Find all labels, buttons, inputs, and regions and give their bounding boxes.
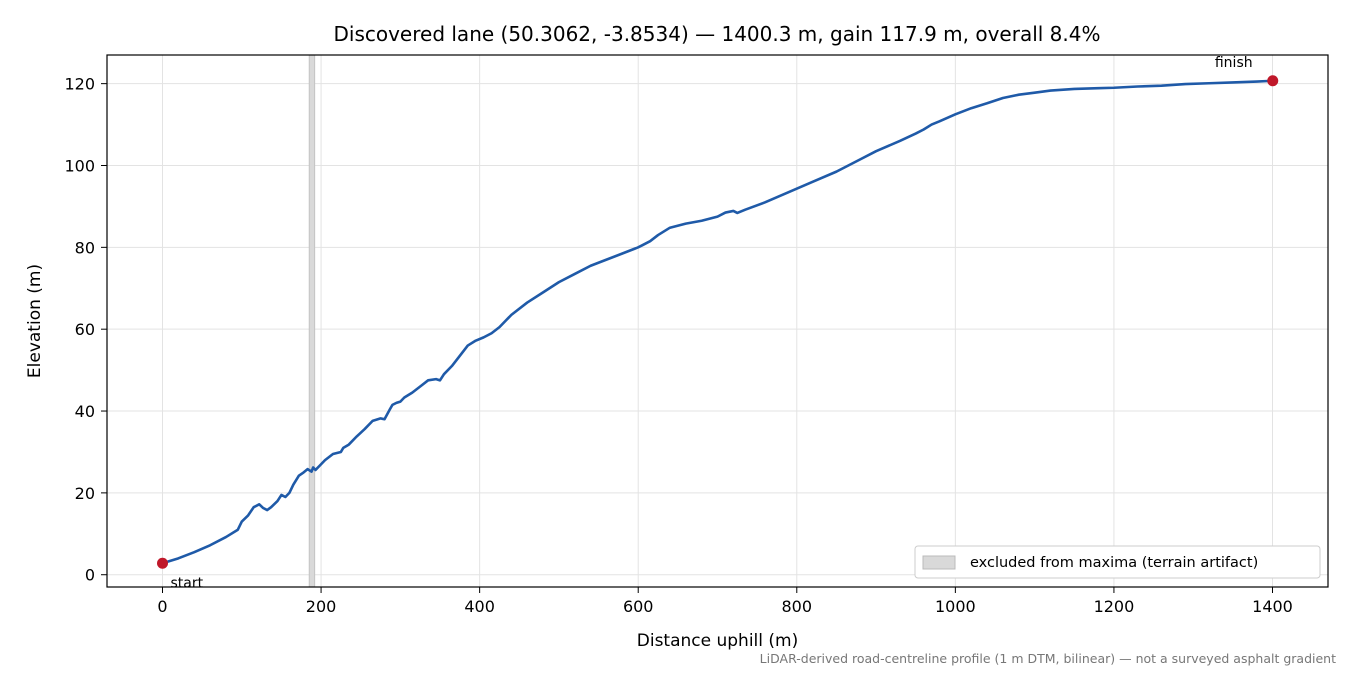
plot-frame bbox=[106, 54, 1329, 588]
x-tick-label: 600 bbox=[623, 597, 654, 616]
start-marker bbox=[157, 557, 168, 569]
finish-marker bbox=[1267, 75, 1279, 87]
y-tick-label: 20 bbox=[75, 484, 95, 503]
y-tick-label: 80 bbox=[75, 238, 95, 257]
y-tick-label: 40 bbox=[75, 402, 95, 421]
grid bbox=[107, 55, 1328, 587]
footnote: LiDAR-derived road-centreline profile (1… bbox=[759, 651, 1336, 666]
y-axis-label: Elevation (m) bbox=[25, 264, 45, 378]
legend: excluded from maxima (terrain artifact) bbox=[914, 545, 1321, 579]
start-label: start bbox=[171, 575, 204, 591]
y-tick-label: 0 bbox=[85, 566, 95, 585]
x-tick-label: 800 bbox=[782, 597, 813, 616]
axis-ticks: 0 200 400 600 800 1000 1200 1400 0 20 40 60 80 100 120 bbox=[64, 75, 1292, 616]
x-axis-label: Distance uphill (m) bbox=[637, 631, 798, 651]
chart-title: Discovered lane (50.3062, -3.8534) — 140… bbox=[333, 22, 1100, 46]
x-tick-label: 1000 bbox=[935, 597, 976, 616]
legend-swatch bbox=[922, 555, 956, 570]
finish-label: finish bbox=[1215, 55, 1253, 71]
x-tick-label: 400 bbox=[464, 597, 495, 616]
y-tick-label: 120 bbox=[64, 75, 95, 94]
y-tick-label: 60 bbox=[75, 320, 95, 339]
x-tick-label: 1200 bbox=[1094, 597, 1135, 616]
excluded-region bbox=[308, 54, 316, 588]
y-tick-label: 100 bbox=[64, 156, 95, 175]
x-tick-label: 200 bbox=[306, 597, 337, 616]
legend-label: excluded from maxima (terrain artifact) bbox=[970, 555, 1258, 571]
x-tick-label: 0 bbox=[157, 597, 167, 616]
elevation-line bbox=[162, 79, 1273, 565]
legend-box bbox=[914, 545, 1321, 579]
x-tick-label: 1400 bbox=[1252, 597, 1293, 616]
